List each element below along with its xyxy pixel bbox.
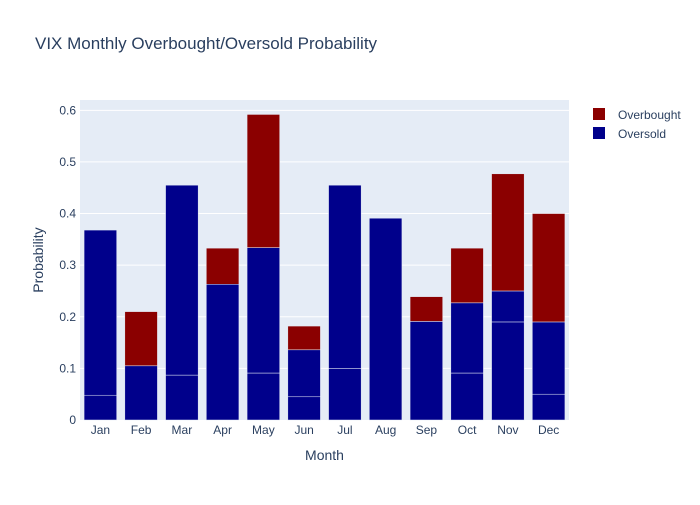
x-tick-labels: Jan Feb Mar Apr May Jun Jul Aug Sep Oct Nov Dec — [91, 423, 560, 437]
x-tick-label: May — [252, 423, 275, 437]
x-tick-label: Nov — [497, 423, 518, 437]
y-tick-labels: 0 0.1 0.2 0.3 0.4 0.5 0.6 — [59, 103, 76, 427]
bar-oversold-mar[interactable] — [166, 185, 199, 375]
x-tick-label: Mar — [172, 423, 193, 437]
bar-oversold-nov[interactable] — [492, 322, 525, 420]
bar-oversold-jan[interactable] — [84, 395, 117, 420]
x-tick-label: Jan — [91, 423, 110, 437]
x-tick-label: Dec — [538, 423, 559, 437]
bar-oversold-dec[interactable] — [532, 322, 565, 394]
bar-oversold-jul[interactable] — [329, 185, 362, 368]
bar-oversold-jun[interactable] — [288, 350, 321, 397]
y-tick-label: 0.4 — [59, 207, 76, 221]
x-tick-label: Feb — [131, 423, 152, 437]
bar-oversold-feb[interactable] — [125, 366, 158, 420]
legend-swatch — [593, 127, 605, 139]
bar-oversold-dec[interactable] — [532, 394, 565, 420]
y-tick-label: 0.1 — [59, 361, 76, 375]
bar-oversold-aug[interactable] — [369, 218, 402, 420]
bar-oversold-may[interactable] — [247, 373, 280, 420]
bar-overbought-jun[interactable] — [288, 326, 321, 350]
bar-oversold-nov[interactable] — [492, 291, 525, 322]
legend-swatch — [593, 108, 605, 120]
bar-overbought-feb[interactable] — [125, 312, 158, 366]
bar-oversold-jul[interactable] — [329, 368, 362, 420]
x-tick-label: Jul — [337, 423, 352, 437]
y-axis-label: Probability — [30, 227, 46, 292]
legend-label: Oversold — [618, 127, 666, 141]
bar-oversold-oct[interactable] — [451, 303, 484, 373]
x-tick-label: Sep — [416, 423, 438, 437]
bar-overbought-apr[interactable] — [206, 248, 239, 284]
bar-oversold-mar[interactable] — [166, 375, 199, 420]
y-tick-label: 0 — [69, 413, 76, 427]
bar-overbought-nov[interactable] — [492, 174, 525, 291]
legend-item-overbought[interactable]: Overbought — [593, 108, 681, 122]
legend[interactable]: Overbought Oversold — [593, 108, 681, 141]
bar-oversold-jan[interactable] — [84, 230, 117, 395]
x-axis-label: Month — [305, 447, 344, 463]
y-tick-label: 0.5 — [59, 155, 76, 169]
bar-oversold-oct[interactable] — [451, 373, 484, 420]
x-tick-label: Aug — [375, 423, 396, 437]
y-tick-label: 0.6 — [59, 103, 76, 117]
y-tick-label: 0.2 — [59, 310, 76, 324]
bar-overbought-may[interactable] — [247, 114, 280, 247]
bar-oversold-sep[interactable] — [410, 321, 443, 420]
bar-overbought-sep[interactable] — [410, 297, 443, 322]
bar-overbought-oct[interactable] — [451, 248, 484, 303]
x-tick-label: Jun — [294, 423, 313, 437]
bar-oversold-jun[interactable] — [288, 397, 321, 420]
bar-oversold-may[interactable] — [247, 248, 280, 373]
chart-title: VIX Monthly Overbought/Oversold Probabil… — [35, 34, 377, 54]
bar-oversold-apr[interactable] — [206, 284, 239, 420]
x-tick-label: Apr — [213, 423, 232, 437]
x-tick-label: Oct — [458, 423, 477, 437]
legend-item-oversold[interactable]: Oversold — [593, 127, 666, 141]
bar-overbought-dec[interactable] — [532, 214, 565, 322]
legend-label: Overbought — [618, 108, 681, 122]
y-tick-label: 0.3 — [59, 258, 76, 272]
